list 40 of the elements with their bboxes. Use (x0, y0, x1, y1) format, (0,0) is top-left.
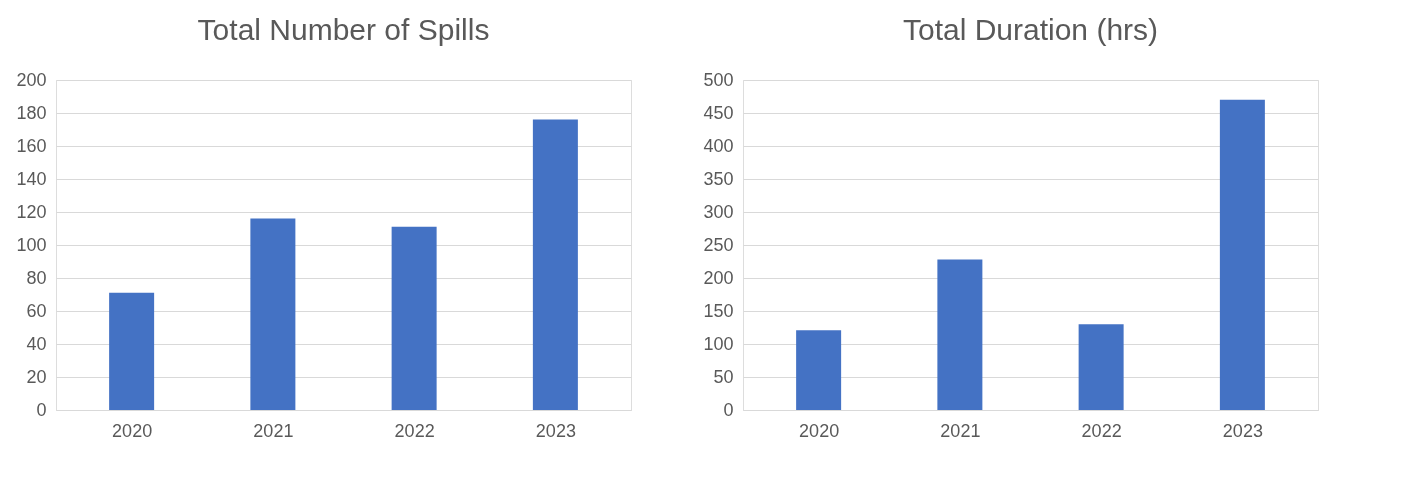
y-tick-label: 20 (26, 366, 47, 387)
y-tick-label: 150 (703, 300, 734, 321)
y-tick-label: 200 (16, 69, 47, 90)
x-tick-label: 2022 (394, 420, 435, 441)
y-tick-label: 500 (703, 69, 734, 90)
x-tick-label: 2023 (535, 420, 576, 441)
x-tick-label: 2021 (940, 420, 981, 441)
y-tick-label: 100 (703, 333, 734, 354)
y-tick-label: 0 (723, 399, 734, 420)
y-tick-label: 100 (16, 234, 47, 255)
bar (532, 119, 578, 410)
x-tick-label: 2023 (1222, 420, 1263, 441)
x-tick-label: 2022 (1081, 420, 1122, 441)
bar (937, 259, 983, 410)
y-tick-label: 450 (703, 102, 734, 123)
y-tick-label: 180 (16, 102, 47, 123)
y-tick-label: 50 (713, 366, 734, 387)
x-tick-label: 2021 (253, 420, 294, 441)
bar (1219, 99, 1265, 410)
bar (391, 226, 437, 410)
y-tick-label: 80 (26, 267, 47, 288)
y-tick-label: 160 (16, 135, 47, 156)
y-tick-label: 200 (703, 267, 734, 288)
bar (1078, 324, 1124, 410)
y-tick-label: 250 (703, 234, 734, 255)
y-tick-label: 120 (16, 201, 47, 222)
chart-title: Total Duration (hrs) (902, 13, 1159, 46)
y-tick-label: 0 (36, 399, 47, 420)
x-tick-label: 2020 (799, 420, 840, 441)
x-tick-label: 2020 (112, 420, 153, 441)
y-tick-label: 60 (26, 300, 47, 321)
y-tick-label: 140 (16, 168, 47, 189)
chart-title: Total Number of Spills (197, 13, 490, 46)
y-tick-label: 350 (703, 168, 734, 189)
y-tick-label: 300 (703, 201, 734, 222)
y-tick-label: 40 (26, 333, 47, 354)
y-tick-label: 400 (703, 135, 734, 156)
bar (250, 218, 296, 410)
bar (796, 330, 842, 410)
bar (109, 292, 155, 410)
